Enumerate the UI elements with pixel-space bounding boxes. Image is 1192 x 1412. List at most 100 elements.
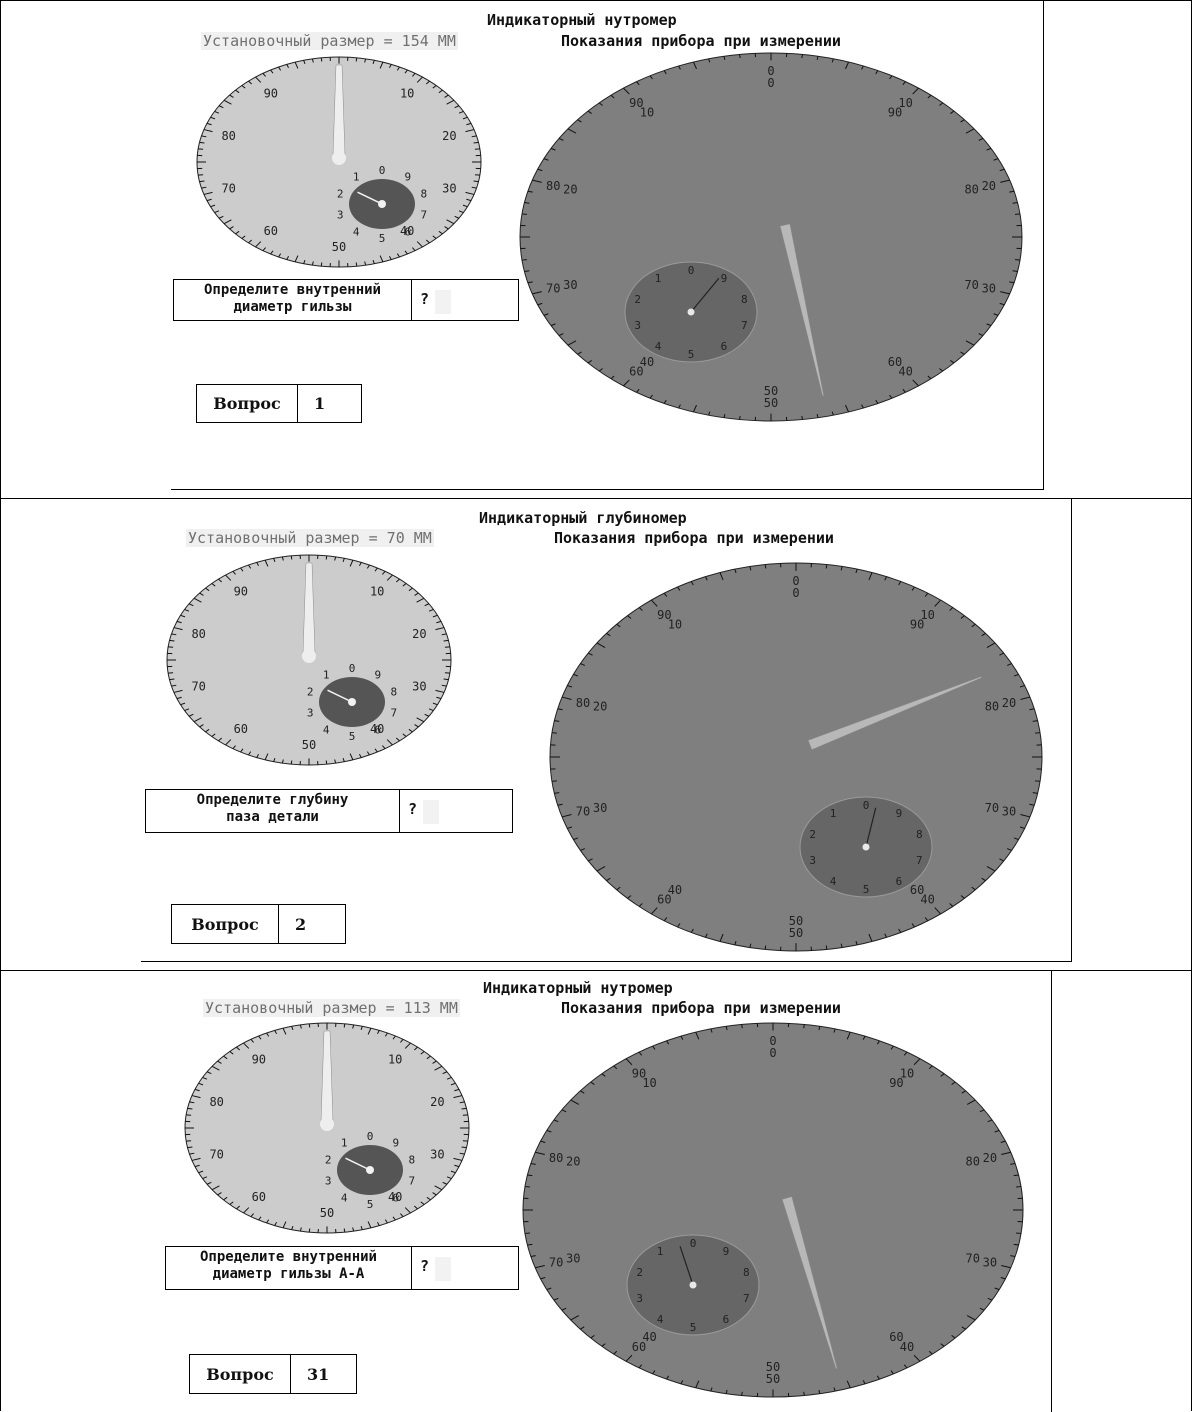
question-number-box: Вопрос 1 — [196, 384, 362, 423]
dial-scale-label-inner: 50 — [766, 1360, 780, 1374]
dial-scale-label: 10 — [388, 1052, 402, 1066]
setup-size-label: Установочный размер = 154 ММ — [201, 32, 458, 50]
dial-tick — [462, 1108, 467, 1109]
sub-dial-label: 0 — [349, 662, 356, 675]
dial-tick — [462, 1147, 467, 1148]
sub-dial-label: 0 — [690, 1237, 697, 1250]
dial-tick — [765, 565, 766, 569]
dial-scale-label-inner: 30 — [566, 1252, 580, 1266]
dial-tick — [326, 761, 327, 765]
dial-tick — [740, 416, 741, 420]
measurement-dial: 0102030405060708090090807060504030201009… — [519, 1019, 1027, 1401]
dial-tick — [1013, 271, 1018, 272]
dial-scale-label: 10 — [370, 584, 384, 598]
sub-dial-label: 5 — [379, 232, 386, 245]
dial-scale-label: 70 — [546, 281, 560, 295]
sub-dial-label: 2 — [809, 828, 816, 841]
sub-dial-label: 5 — [690, 1321, 697, 1334]
dial-scale-label: 50 — [766, 1372, 780, 1386]
dial-scale-label: 70 — [549, 1255, 563, 1269]
sub-dial-label: 0 — [367, 1130, 374, 1143]
dial-scale-label-inner: 40 — [640, 355, 654, 369]
sub-dial-label: 2 — [307, 685, 314, 698]
sub-dial-label: 9 — [375, 668, 382, 681]
dial-scale-label: 30 — [412, 679, 426, 693]
setup-dial: 01020304050607080900987654321 — [159, 549, 459, 771]
dial-tick — [802, 54, 803, 58]
dial-scale-label: 30 — [983, 1255, 997, 1269]
dial-scale-label: 70 — [576, 805, 590, 819]
question-number: 2 — [279, 905, 306, 943]
sub-dial-label: 0 — [863, 799, 870, 812]
sub-dial-label: 8 — [916, 828, 923, 841]
sub-needle-hub — [690, 1282, 697, 1289]
dial-scale-label: 30 — [1002, 805, 1016, 819]
sub-dial-label: 9 — [723, 1245, 730, 1258]
sub-dial-label: 3 — [325, 1174, 332, 1187]
answer-input[interactable] — [435, 290, 451, 314]
sub-dial-label: 0 — [688, 264, 695, 277]
sub-dial-label: 1 — [353, 170, 360, 183]
simulator-screen-2: Индикаторный глубиномер Установочный раз… — [141, 499, 1072, 962]
sub-dial-label: 4 — [323, 723, 330, 736]
sub-dial-label: 6 — [405, 225, 412, 238]
sub-dial-label: 0 — [379, 164, 386, 177]
dial-tick — [742, 1392, 743, 1396]
dial-scale-label: 80 — [209, 1095, 223, 1109]
instrument-title: Индикаторный глубиномер — [479, 509, 687, 527]
question-mark: ? — [412, 280, 429, 320]
question-label: Вопрос — [172, 905, 279, 943]
sub-needle-hub — [378, 200, 386, 208]
question-number-box: Вопрос 2 — [171, 904, 346, 944]
dial-tick — [1013, 203, 1018, 204]
dial-scale-label: 10 — [400, 86, 414, 100]
table-cell-2: Индикаторный глубиномер Установочный раз… — [0, 498, 1192, 970]
sub-dial-label: 1 — [657, 1245, 664, 1258]
needle-hub — [320, 1117, 334, 1131]
dial-tick — [1014, 1244, 1019, 1245]
sub-dial-label: 9 — [721, 272, 728, 285]
dial-scale-label-inner: 30 — [563, 278, 577, 292]
dial-tick — [802, 416, 803, 420]
dial-scale-label-inner: 90 — [910, 618, 924, 632]
answer-input[interactable] — [423, 800, 439, 824]
sub-dial-label: 8 — [421, 187, 428, 200]
sub-needle-hub — [688, 309, 695, 316]
sub-dial-label: 5 — [688, 348, 695, 361]
sub-dial-label: 2 — [636, 1266, 643, 1279]
dial-tick — [188, 1108, 193, 1109]
setup-dial: 01020304050607080900987654321 — [189, 51, 489, 273]
sub-dial-label: 2 — [634, 293, 641, 306]
needle-hub — [302, 649, 316, 663]
sub-dial-label: 3 — [337, 208, 344, 221]
dial-scale-label-inner: 0 — [767, 76, 774, 90]
dial-scale-label: 50 — [302, 738, 316, 752]
dial-scale-label: 80 — [549, 1151, 563, 1165]
dial-tick — [170, 640, 175, 641]
setup-dial: 01020304050607080900987654321 — [177, 1017, 477, 1239]
readings-label: Показания прибора при измерении — [561, 32, 841, 50]
dial-scale-label-inner: 20 — [593, 700, 607, 714]
sub-dial-label: 3 — [809, 854, 816, 867]
answer-input[interactable] — [435, 1257, 451, 1281]
dial-scale-label: 50 — [320, 1206, 334, 1220]
dial-scale-label: 20 — [982, 179, 996, 193]
dial-tick — [309, 1024, 310, 1028]
dial-scale-label: 50 — [764, 396, 778, 410]
dial-tick — [321, 58, 322, 62]
sub-dial-label: 6 — [375, 723, 382, 736]
sub-dial-label: 3 — [636, 1292, 643, 1305]
dial-scale-label-inner: 60 — [888, 355, 902, 369]
dial-scale-label: 80 — [576, 696, 590, 710]
sub-needle-hub — [348, 698, 356, 706]
dial-tick — [291, 761, 292, 765]
dial-tick — [740, 54, 741, 58]
sub-dial-label: 7 — [409, 1174, 416, 1187]
sub-needle-hub — [863, 844, 870, 851]
dial-scale-label-inner: 20 — [563, 183, 577, 197]
dial-scale-label-inner: 70 — [965, 1252, 979, 1266]
dial-scale-label: 80 — [546, 179, 560, 193]
sub-dial-label: 1 — [323, 668, 330, 681]
dial-scale-label-inner: 40 — [668, 883, 682, 897]
dial-scale-label: 80 — [191, 627, 205, 641]
